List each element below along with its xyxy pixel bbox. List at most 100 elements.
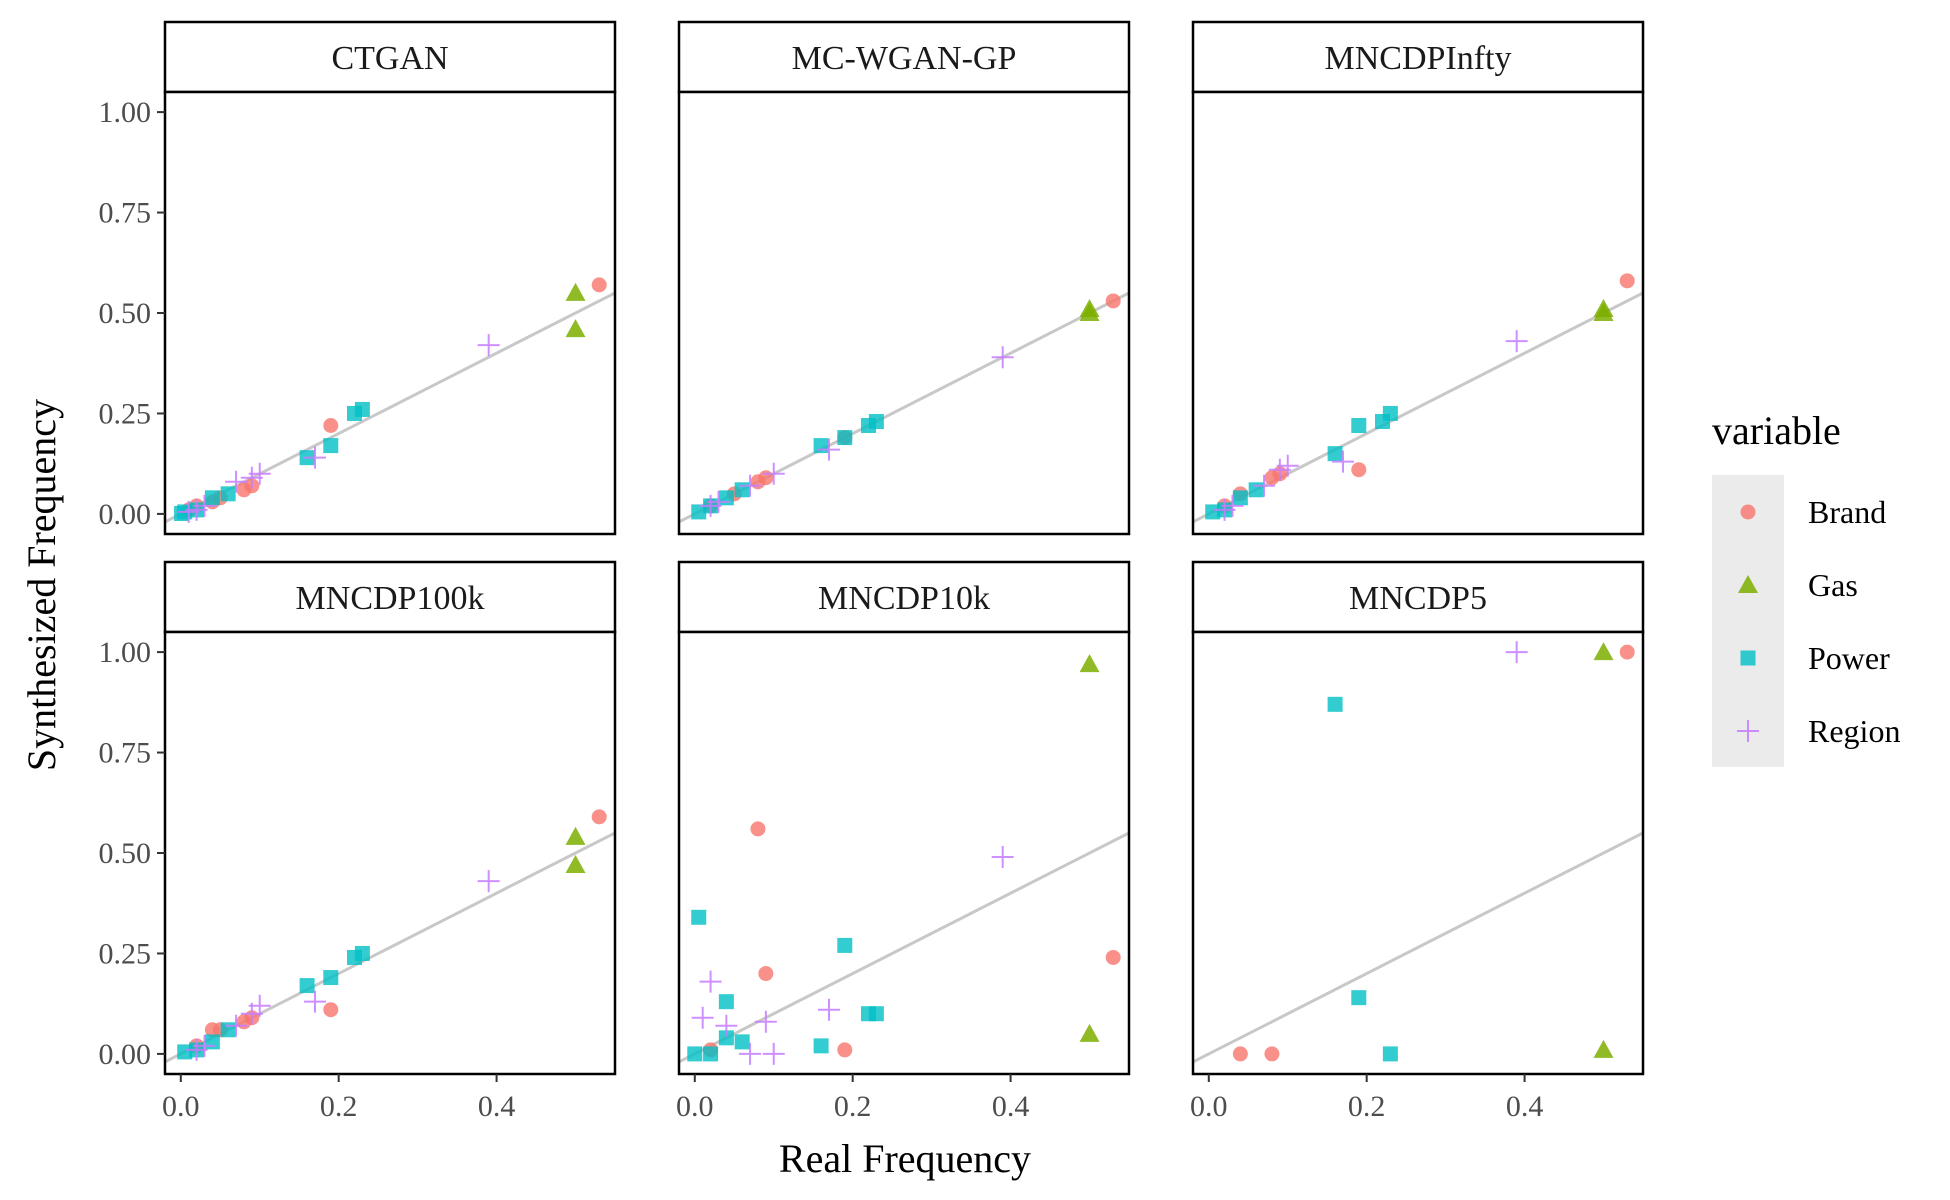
facet-title: MNCDP10k [818, 580, 990, 617]
region-point [762, 462, 785, 485]
facet-panel: CTGAN [163, 20, 617, 536]
facet-title: MNCDPInfty [1324, 40, 1511, 77]
gas-point [1079, 654, 1100, 673]
power-point [837, 430, 853, 446]
power-point [813, 1038, 829, 1054]
facet-strip [1191, 560, 1645, 634]
region-point [762, 1042, 785, 1065]
gas-point [1079, 298, 1100, 317]
panel-border [1191, 90, 1645, 536]
gas-point [1593, 1039, 1614, 1058]
facet-strip [163, 20, 617, 94]
brand-point [758, 966, 774, 982]
facet-title: MNCDP100k [296, 580, 485, 617]
region-point [304, 446, 326, 469]
brand-point [1105, 949, 1121, 965]
power-point [1382, 1046, 1398, 1062]
y-tick-label: 0.25 [99, 937, 152, 970]
plot-area [679, 632, 1129, 1074]
power-point [1351, 990, 1367, 1006]
power-point [346, 949, 362, 965]
reference-line [1193, 831, 1643, 1064]
legend-key-gas [1738, 575, 1758, 593]
legend-title: variable [1712, 408, 1841, 453]
power-point [323, 970, 339, 986]
power-point [220, 486, 236, 502]
gas-point [565, 855, 586, 874]
region-point [477, 870, 500, 893]
region-point [739, 1042, 762, 1065]
plot-area [679, 92, 1129, 534]
region-point [1268, 458, 1291, 481]
power-point [734, 482, 750, 498]
brand-point [591, 809, 607, 825]
plot-area [165, 632, 615, 1074]
power-point [734, 1034, 750, 1050]
legend-label: Region [1808, 713, 1900, 749]
y-tick-label: 0.75 [99, 197, 152, 230]
power-point [691, 909, 707, 925]
panel-content [1193, 273, 1643, 524]
brand-point [236, 1014, 252, 1030]
region-point [185, 1038, 208, 1061]
power-point [718, 490, 734, 506]
facet-panel: MNCDPInfty [1191, 20, 1645, 536]
y-tick-label: 0.00 [99, 1038, 152, 1071]
facet-strip [1191, 20, 1645, 94]
brand-point [837, 1042, 853, 1058]
x-tick-label: 0.4 [478, 1090, 516, 1123]
power-point [346, 405, 362, 421]
brand-point [1264, 1046, 1280, 1062]
facets-layer: CTGAN MC-WGAN-GP MNCDPInfty MNCDP100k MNCDP1… [163, 20, 1645, 1076]
y-axis-title: Synthesized Frequency [19, 399, 64, 771]
region-point [225, 1014, 248, 1037]
region-point [240, 1002, 263, 1025]
reference-line [679, 831, 1129, 1064]
region-point [991, 346, 1014, 369]
power-point [1374, 413, 1390, 429]
x-tick-label: 0.0 [676, 1090, 714, 1123]
panel-content [1193, 641, 1643, 1064]
region-point [754, 1010, 777, 1033]
power-point [299, 978, 315, 994]
facet-panel: MNCDP10k [677, 560, 1131, 1076]
x-tick-label: 0.0 [1190, 1090, 1228, 1123]
panel-border [1191, 630, 1645, 1076]
region-point [715, 1014, 738, 1037]
power-point [220, 1022, 236, 1038]
x-tick-label: 0.0 [162, 1090, 200, 1123]
power-point [204, 1034, 220, 1050]
region-point [699, 970, 722, 993]
gas-point [1593, 642, 1614, 661]
gas-point [1593, 303, 1614, 321]
region-point [699, 494, 722, 517]
plot-area [1193, 632, 1643, 1074]
power-point [868, 1006, 884, 1022]
power-point [718, 1030, 734, 1046]
legend-key-power [1740, 650, 1756, 666]
brand-point [1619, 273, 1635, 289]
facet-strip [677, 560, 1131, 634]
region-point [1332, 450, 1354, 473]
brand-point [1351, 462, 1367, 478]
legend-key-background [1712, 475, 1784, 767]
region-point [304, 990, 326, 1013]
panel-content [165, 809, 615, 1064]
plot-area [165, 92, 615, 534]
gas-point [565, 826, 586, 845]
brand-point [236, 482, 252, 498]
power-point [1327, 696, 1343, 712]
x-tick-label: 0.2 [834, 1090, 872, 1123]
y-tick-label: 0.25 [99, 397, 152, 430]
power-point [687, 1046, 703, 1062]
y-tick-label: 0.50 [99, 297, 152, 330]
y-tick-label: 0.50 [99, 837, 152, 870]
power-point [1232, 490, 1248, 506]
region-point [225, 470, 248, 493]
panel-content [679, 654, 1129, 1065]
panel-border [677, 630, 1131, 1076]
region-point [1505, 330, 1528, 353]
y-tick-label: 1.00 [99, 96, 152, 129]
brand-point [1264, 470, 1280, 486]
region-point [739, 474, 762, 497]
